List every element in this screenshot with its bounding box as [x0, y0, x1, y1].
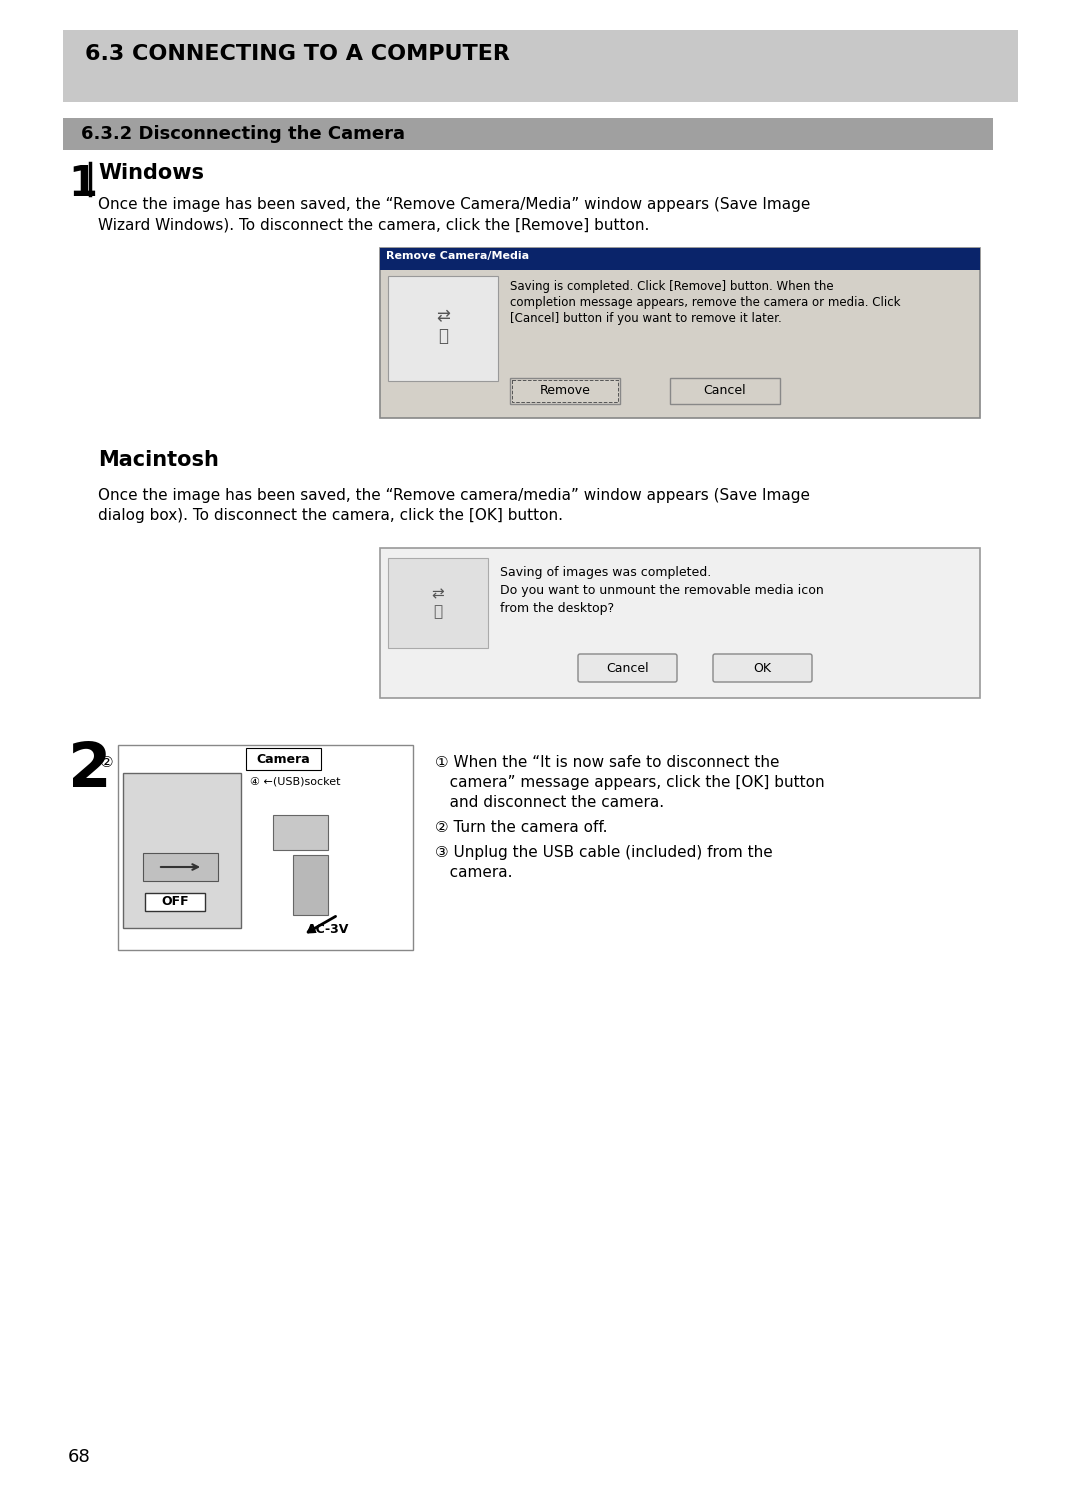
Text: Saving of images was completed.: Saving of images was completed. [500, 566, 712, 579]
Bar [388, 558, 488, 648]
Text: ⇄
💾: ⇄ 💾 [436, 306, 450, 345]
Text: 6.3 CONNECTING TO A COMPUTER: 6.3 CONNECTING TO A COMPUTER [85, 44, 510, 63]
Text: Cancel: Cancel [704, 385, 746, 398]
Text: Camera: Camera [256, 752, 310, 766]
Text: Macintosh: Macintosh [98, 449, 219, 470]
Text: 6.3.2 Disconnecting the Camera: 6.3.2 Disconnecting the Camera [81, 125, 405, 143]
Bar [63, 30, 1018, 103]
Bar [380, 247, 980, 418]
Bar [510, 379, 620, 404]
Text: OFF: OFF [161, 896, 189, 908]
Text: completion message appears, remove the camera or media. Click: completion message appears, remove the c… [510, 296, 901, 309]
Text: 1: 1 [68, 163, 97, 205]
Bar [293, 855, 328, 915]
Text: Remove: Remove [540, 385, 591, 398]
Text: ④ ←(USB)socket: ④ ←(USB)socket [249, 777, 340, 787]
Text: ① When the “It is now safe to disconnect the: ① When the “It is now safe to disconnect… [435, 756, 780, 771]
Bar [143, 854, 218, 881]
Text: Remove Camera/Media: Remove Camera/Media [386, 250, 529, 261]
Text: Windows: Windows [98, 163, 204, 182]
Bar [380, 547, 980, 698]
Bar [246, 748, 321, 771]
Text: Once the image has been saved, the “Remove Camera/Media” window appears (Save Im: Once the image has been saved, the “Remo… [98, 198, 810, 213]
Bar [273, 814, 328, 851]
Text: OK: OK [754, 662, 771, 674]
FancyBboxPatch shape [578, 654, 677, 682]
Text: ⇄
💾: ⇄ 💾 [432, 587, 444, 620]
Text: from the desktop?: from the desktop? [500, 602, 615, 615]
Text: Once the image has been saved, the “Remove camera/media” window appears (Save Im: Once the image has been saved, the “Remo… [98, 489, 810, 504]
Text: ② Turn the camera off.: ② Turn the camera off. [435, 820, 607, 835]
Text: Wizard Windows). To disconnect the camera, click the [Remove] button.: Wizard Windows). To disconnect the camer… [98, 217, 649, 232]
Text: Cancel: Cancel [606, 662, 649, 674]
Bar [123, 774, 241, 927]
Text: Do you want to unmount the removable media icon: Do you want to unmount the removable med… [500, 584, 824, 597]
Bar [512, 380, 618, 403]
Text: Saving is completed. Click [Remove] button. When the: Saving is completed. Click [Remove] butt… [510, 280, 834, 293]
Text: 68: 68 [68, 1448, 91, 1466]
Text: ③ Unplug the USB cable (included) from the: ③ Unplug the USB cable (included) from t… [435, 844, 773, 860]
Bar [388, 276, 498, 382]
Bar [145, 893, 205, 911]
FancyBboxPatch shape [713, 654, 812, 682]
Bar [670, 379, 780, 404]
Bar [380, 247, 980, 270]
Text: dialog box). To disconnect the camera, click the [OK] button.: dialog box). To disconnect the camera, c… [98, 508, 563, 523]
Text: and disconnect the camera.: and disconnect the camera. [435, 795, 664, 810]
Text: camera.: camera. [435, 866, 513, 881]
Text: [Cancel] button if you want to remove it later.: [Cancel] button if you want to remove it… [510, 312, 782, 326]
Text: ②: ② [100, 756, 113, 771]
Text: 2: 2 [68, 740, 111, 801]
Bar [118, 745, 413, 950]
Bar [63, 118, 993, 149]
Text: camera” message appears, click the [OK] button: camera” message appears, click the [OK] … [435, 775, 825, 790]
Text: AC-3V: AC-3V [307, 923, 349, 936]
